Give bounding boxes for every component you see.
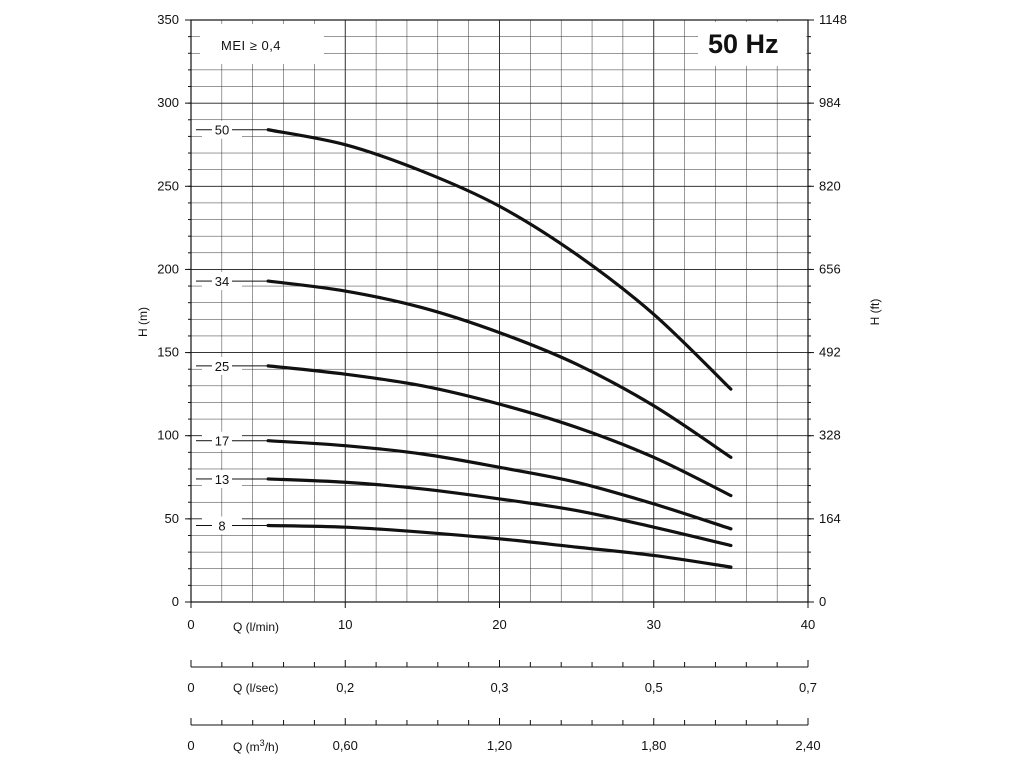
curve-label-8: 8 <box>218 519 225 534</box>
curve-label-17: 17 <box>215 434 229 449</box>
curve-label-25: 25 <box>215 359 229 374</box>
y-tick-label-right: 328 <box>819 428 841 443</box>
x-tick-label: 30 <box>647 617 661 632</box>
y-tick-label-left: 200 <box>157 261 179 276</box>
curve-17 <box>266 439 733 531</box>
curve-8 <box>266 523 733 569</box>
y-tick-label-left: 50 <box>165 511 179 526</box>
secondary-axis-lsec-title: Q (l/sec) <box>233 681 278 695</box>
secondary-axis-m3h: 0 0,60 1,20 1,80 2,40 <box>187 718 821 753</box>
curve-label-50: 50 <box>215 123 229 138</box>
secondary-axis-tick-label: 0,5 <box>645 680 663 695</box>
y-tick-label-left: 0 <box>172 594 179 609</box>
y-tick-label-right: 656 <box>819 261 841 276</box>
title-box <box>698 22 806 66</box>
curve-label-box-8 <box>202 516 242 535</box>
secondary-axis-tick-label: 0,60 <box>333 738 358 753</box>
curve-label-box-17 <box>202 431 242 450</box>
secondary-axis-tick-label: 1,20 <box>487 738 512 753</box>
y-tick-label-left: 350 <box>157 12 179 27</box>
x-tick-label: 10 <box>338 617 352 632</box>
secondary-axis-lsec: 0 0,2 0,3 0,5 0,7 <box>187 660 817 695</box>
y-tick-label-right: 820 <box>819 178 841 193</box>
secondary-axis-m3h-title: Q (m3/h) <box>233 738 279 754</box>
header-box <box>200 24 324 64</box>
grid <box>191 20 808 602</box>
chart-title: 50 Hz <box>708 29 779 59</box>
x-axis-title: Q (l/min) <box>233 620 279 634</box>
x-tick-label: 0 <box>187 617 194 632</box>
curve-25 <box>266 364 733 498</box>
y-tick-label-left: 100 <box>157 428 179 443</box>
curve-13 <box>266 477 733 548</box>
secondary-axis-tick-label: 0 <box>187 738 194 753</box>
secondary-axis-tick-label: 2,40 <box>795 738 820 753</box>
curve-label-box-34 <box>202 272 242 291</box>
y-tick-label-right: 984 <box>819 95 841 110</box>
secondary-axis-tick-label: 0,7 <box>799 680 817 695</box>
y-tick-label-right: 0 <box>819 594 826 609</box>
y-axis-title-right: H (ft) <box>868 299 882 326</box>
mei-annotation: MEI ≥ 0,4 <box>221 38 281 53</box>
y-tick-label-left: 250 <box>157 178 179 193</box>
secondary-axis-tick-label: 1,80 <box>641 738 666 753</box>
y-tick-label-left: 150 <box>157 345 179 360</box>
x-tick-label: 40 <box>801 617 815 632</box>
y-axis-right: 0 164 328 492 656 820 984 1148 <box>808 12 847 609</box>
curve-label-13: 13 <box>215 472 229 487</box>
x-tick-label: 20 <box>492 617 506 632</box>
y-axis-title-left: H (m) <box>136 307 150 337</box>
curve-label-box-25 <box>202 356 242 375</box>
y-tick-label-left: 300 <box>157 95 179 110</box>
y-axis-left: 0 50 100 150 200 250 300 350 <box>157 12 191 609</box>
curve-label-box-50 <box>202 120 242 139</box>
curve-label-box-13 <box>202 469 242 488</box>
secondary-axis-tick-label: 0,3 <box>490 680 508 695</box>
curve-label-layer: 50 34 25 17 13 8 <box>196 120 269 535</box>
curve-layer <box>266 128 733 569</box>
secondary-axis-tick-label: 0,2 <box>336 680 354 695</box>
curve-label-34: 34 <box>215 274 229 289</box>
x-axis: 0 10 20 30 40 <box>187 602 815 632</box>
secondary-axis-tick-label: 0 <box>187 680 194 695</box>
y-tick-label-right: 164 <box>819 511 841 526</box>
curve-34 <box>266 279 733 459</box>
y-tick-label-right: 1148 <box>819 12 847 27</box>
y-tick-label-right: 492 <box>819 345 841 360</box>
curve-50 <box>266 128 733 391</box>
